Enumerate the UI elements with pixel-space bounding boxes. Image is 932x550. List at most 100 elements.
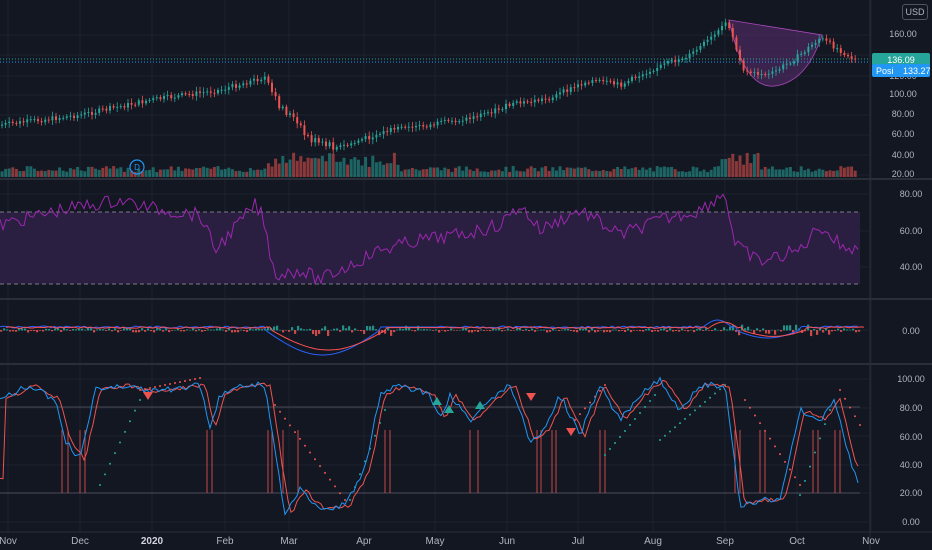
time-label: May [426, 536, 445, 547]
volume-bar [216, 166, 220, 177]
macd-hist-bar [246, 330, 249, 333]
volume-bar [655, 166, 659, 177]
candle-body [1, 124, 3, 126]
macd-hist-bar [612, 329, 615, 331]
candle-body [123, 106, 126, 108]
volume-bar [706, 171, 710, 177]
candle-body [40, 121, 43, 123]
candle-body [407, 126, 410, 128]
rsi-pane[interactable] [0, 193, 860, 286]
volume-bar [302, 161, 306, 177]
macd-hist-bar [579, 328, 582, 331]
stoch-axis[interactable]: 100.00 80.00 60.00 40.00 20.00 0.00 [897, 374, 925, 527]
macd-hist-bar [567, 328, 570, 331]
macd-hist-bar [456, 330, 459, 331]
volume-bar [749, 163, 753, 177]
volume-bar [61, 170, 65, 177]
candle-body [634, 76, 637, 78]
macd-hist-bar [633, 330, 636, 331]
candle-body [130, 102, 133, 105]
candle-body [505, 103, 507, 110]
macd-hist-bar [777, 329, 780, 331]
volume-bar [659, 167, 663, 177]
stochastic-pane[interactable] [0, 376, 861, 516]
volume-bar [220, 169, 224, 177]
volume-bar [389, 163, 393, 177]
candle-body [569, 87, 572, 92]
volume-bar [292, 152, 296, 177]
candle-body [602, 79, 605, 82]
macd-hist-bar [732, 325, 735, 331]
macd-pane[interactable] [0, 319, 865, 356]
volume-bar [58, 167, 62, 177]
event-marker-dividend[interactable]: D [129, 159, 145, 175]
macd-hist-bar [462, 328, 465, 331]
volume-bar [515, 170, 519, 177]
candle-body [742, 60, 745, 71]
candle-body [447, 119, 450, 121]
macd-hist-bar [768, 330, 771, 334]
candle-body [195, 91, 198, 96]
candle-body [15, 122, 18, 124]
price-pane[interactable]: D [0, 18, 870, 177]
macd-hist-bar [531, 328, 534, 331]
candle-body [451, 120, 453, 122]
macd-hist-bar [51, 330, 54, 332]
macd-hist-bar [309, 328, 312, 331]
candle-body [235, 84, 237, 88]
sar-dot [604, 384, 606, 386]
sar-dot [329, 478, 331, 481]
candle-body [796, 54, 799, 62]
rsi-tick-40: 40.00 [900, 262, 923, 272]
macd-hist-bar [285, 330, 288, 331]
macd-hist-bar [279, 329, 282, 331]
time-axis[interactable]: Nov Dec 2020 Feb Mar Apr May Jun Jul Aug Sep Oct Nov [0, 536, 880, 547]
macd-tick-0: 0.00 [902, 326, 920, 336]
volume-bar [558, 166, 562, 177]
candle-body [490, 112, 493, 114]
volume-bar [36, 170, 40, 177]
parabolic-sar-dots [99, 377, 861, 501]
sar-dot [134, 409, 136, 412]
sar-dot [824, 423, 826, 426]
macd-axis[interactable]: 0.00 [902, 326, 920, 336]
macd-hist-bar [273, 326, 276, 331]
sar-dot [799, 494, 801, 496]
volume-bar [464, 166, 468, 177]
volume-bar [155, 171, 159, 177]
macd-hist-bar [858, 330, 861, 332]
macd-hist-bar [537, 329, 540, 331]
rsi-axis[interactable]: 80.00 60.00 40.00 [900, 189, 923, 272]
volume-bar [608, 171, 612, 177]
macd-hist-bar [600, 329, 603, 331]
volume-bar [547, 170, 551, 177]
sar-dot [744, 399, 746, 401]
candle-body [411, 126, 414, 128]
currency-selector[interactable]: USD [902, 4, 928, 20]
candle-body [389, 128, 392, 132]
macd-hist-bar [630, 330, 633, 333]
macd-hist-bar [255, 329, 258, 331]
macd-hist-bar [264, 329, 267, 331]
macd-hist-bar [210, 329, 213, 331]
price-axis[interactable]: 160.00 120.00 100.00 80.00 60.00 40.00 2… [872, 29, 931, 179]
sar-dot [339, 492, 341, 495]
volume-bar [533, 168, 537, 177]
macd-hist-bar [99, 328, 102, 331]
macd-hist-bar [837, 328, 840, 331]
sar-dot [104, 473, 106, 476]
candle-body [533, 99, 536, 103]
macd-hist-bar [222, 329, 225, 331]
candle-body [335, 146, 338, 150]
candle-body [663, 63, 666, 65]
volume-bar [198, 167, 202, 177]
macd-hist-bar [465, 328, 468, 331]
macd-hist-bar [450, 328, 453, 331]
candle-body [62, 117, 65, 119]
candle-body [627, 80, 630, 84]
candle-body [789, 63, 792, 65]
volume-bar [443, 167, 447, 177]
macd-hist-bar [54, 328, 57, 331]
